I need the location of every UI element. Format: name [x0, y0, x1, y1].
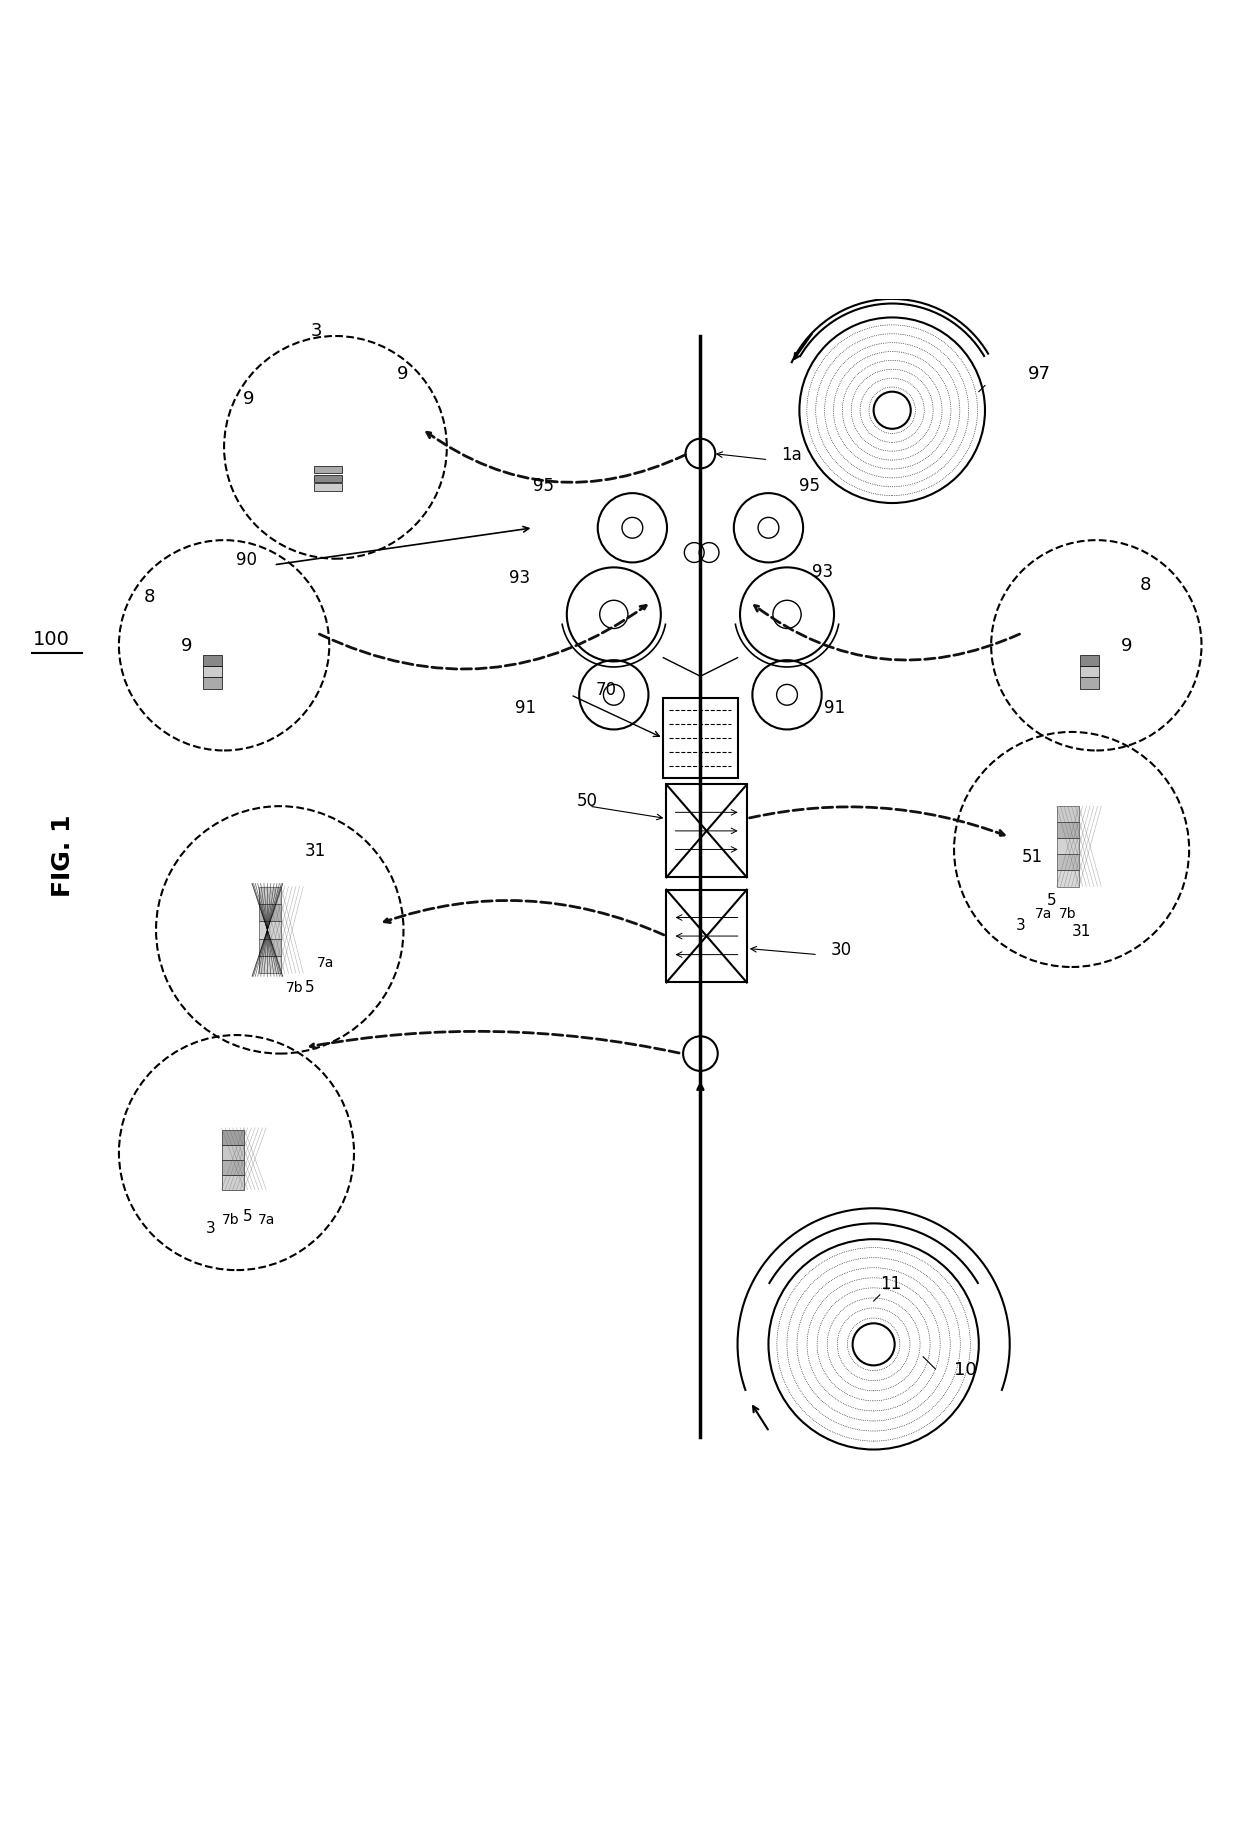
Text: 9: 9	[1121, 637, 1132, 655]
Text: 70: 70	[595, 681, 616, 699]
Bar	[315, 475, 342, 483]
Text: 7b: 7b	[222, 1213, 239, 1228]
Bar	[1056, 870, 1079, 886]
Text: 9: 9	[243, 391, 254, 407]
Text: 5: 5	[243, 1209, 252, 1224]
Text: 7a: 7a	[317, 956, 335, 971]
Text: FIG. 1: FIG. 1	[51, 815, 76, 897]
Bar	[259, 886, 281, 905]
Bar	[222, 1130, 244, 1145]
Text: 7b: 7b	[1059, 906, 1076, 921]
Text: 3: 3	[206, 1220, 216, 1237]
Text: 93: 93	[508, 569, 529, 587]
Bar	[1056, 822, 1079, 839]
Text: 95: 95	[533, 477, 554, 495]
Text: 8: 8	[144, 587, 155, 606]
Text: 31: 31	[305, 842, 326, 859]
Bar	[663, 697, 738, 778]
Text: 31: 31	[1071, 925, 1091, 940]
Bar	[666, 785, 746, 877]
Text: 95: 95	[800, 477, 821, 495]
Bar	[666, 890, 746, 982]
Bar	[1056, 839, 1079, 855]
Text: 30: 30	[831, 941, 852, 958]
Bar	[1056, 855, 1079, 870]
Text: 7a: 7a	[258, 1213, 275, 1228]
Text: 93: 93	[812, 563, 833, 582]
Bar	[1056, 806, 1079, 822]
Text: 7b: 7b	[286, 980, 304, 995]
Text: 100: 100	[32, 629, 69, 650]
Bar	[259, 905, 281, 921]
Bar	[203, 666, 222, 677]
Bar	[315, 466, 342, 473]
Bar	[203, 655, 222, 666]
Text: 10: 10	[954, 1362, 977, 1380]
Text: 9: 9	[181, 637, 192, 655]
Text: 91: 91	[825, 699, 846, 717]
Text: 97: 97	[1028, 365, 1052, 384]
Text: 51: 51	[1022, 848, 1043, 866]
Text: 9: 9	[397, 365, 409, 384]
Bar	[1080, 655, 1099, 666]
Bar	[315, 483, 342, 490]
Text: 90: 90	[237, 550, 258, 569]
Bar	[1080, 666, 1099, 677]
Text: 1a: 1a	[781, 446, 801, 464]
Bar	[222, 1145, 244, 1160]
Bar	[259, 956, 281, 973]
Text: 7a: 7a	[1034, 906, 1052, 921]
Text: 91: 91	[515, 699, 536, 717]
Text: 3: 3	[311, 321, 322, 339]
Text: 8: 8	[1140, 576, 1151, 595]
Bar	[222, 1174, 244, 1189]
Bar	[259, 921, 281, 938]
Bar	[222, 1160, 244, 1174]
Text: 3: 3	[1016, 918, 1025, 932]
Bar	[259, 938, 281, 956]
Text: 5: 5	[1047, 894, 1056, 908]
Text: 11: 11	[880, 1275, 901, 1292]
Bar	[203, 677, 222, 688]
Text: 50: 50	[577, 793, 598, 809]
Text: 5: 5	[305, 980, 314, 995]
Bar	[1080, 677, 1099, 688]
